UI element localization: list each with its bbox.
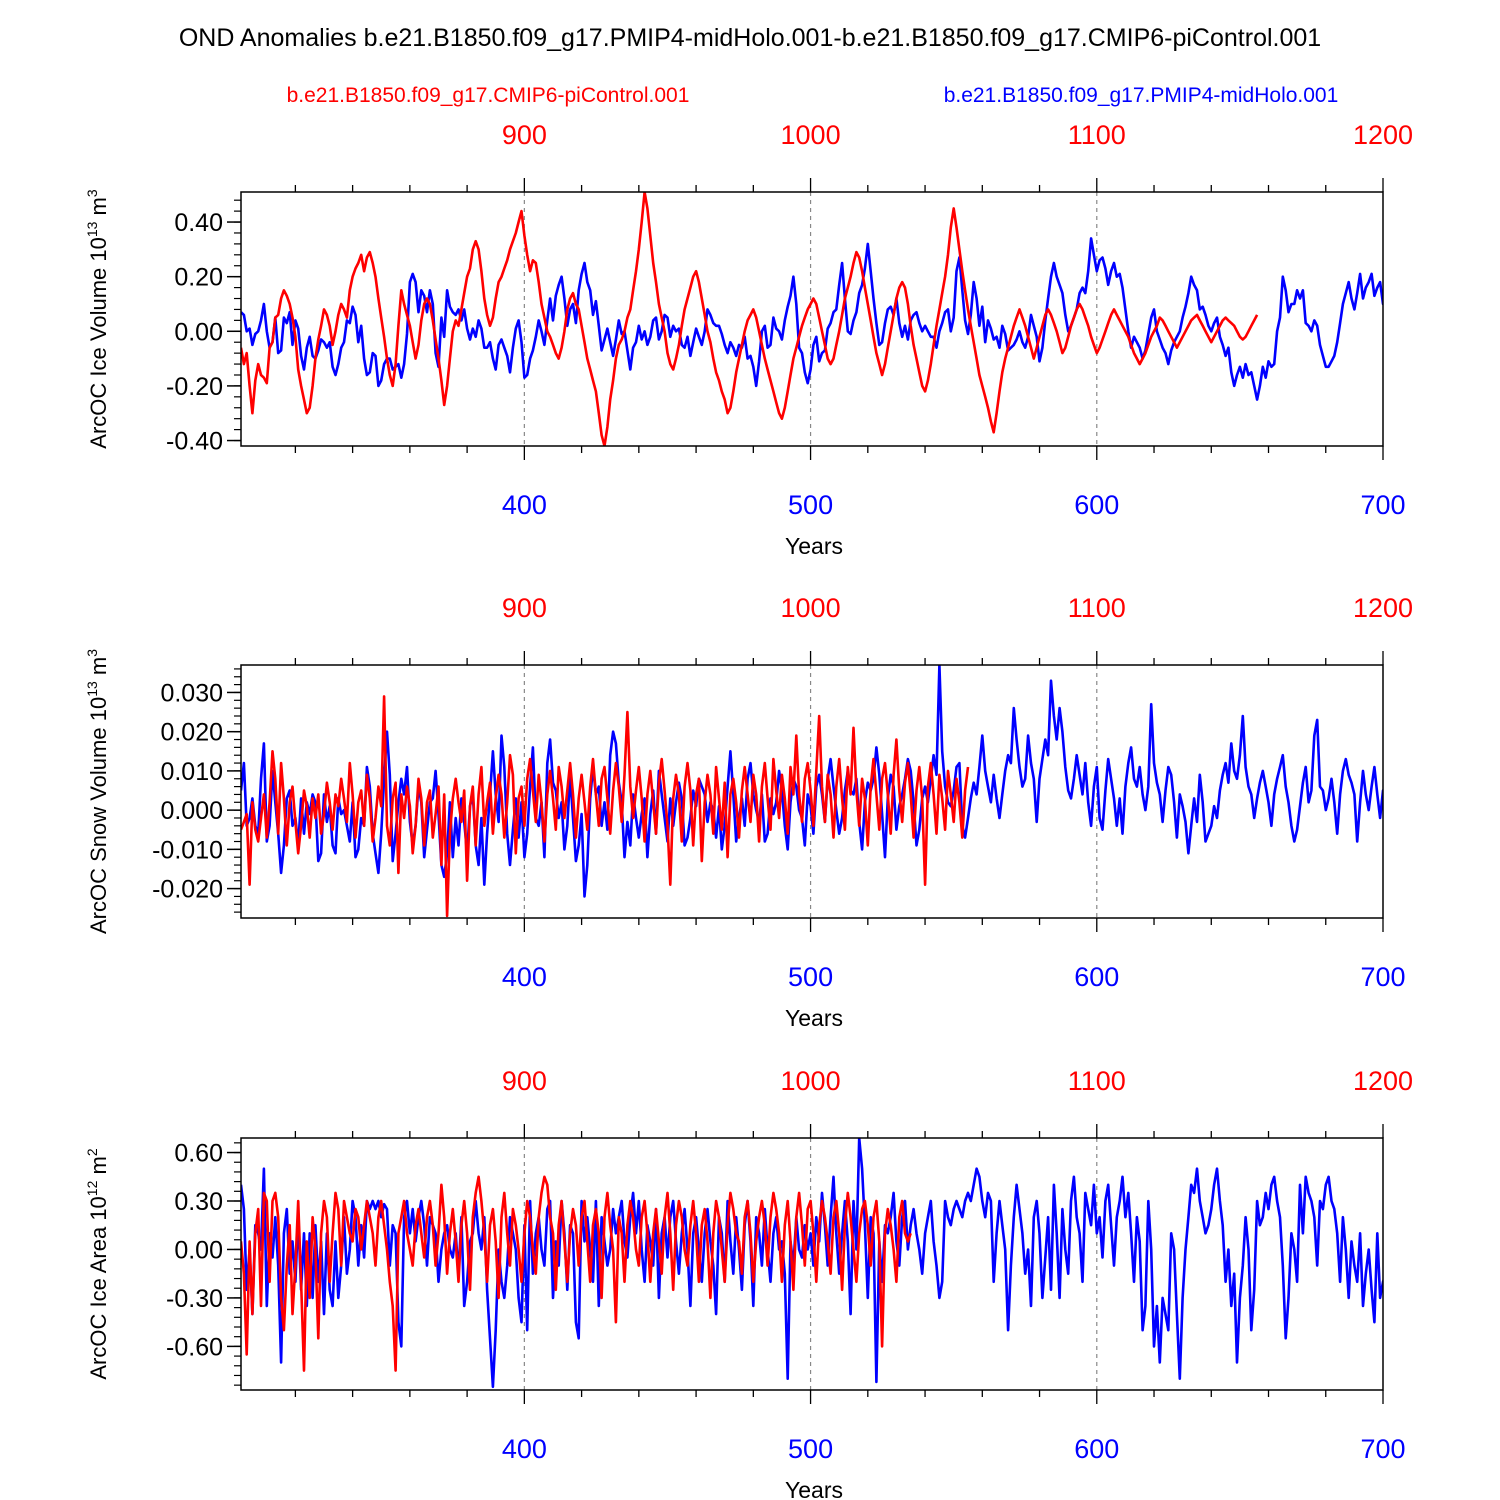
figure-title: OND Anomalies b.e21.B1850.f09_g17.PMIP4-…: [179, 24, 1321, 52]
x-bottom-tick-label: 500: [788, 490, 833, 520]
series-line-midholo: b.e21.B1850.f09_g17.PMIP4-midHolo.001: [241, 237, 1383, 401]
x-top-tick-label: 900: [502, 593, 547, 623]
x-bottom-tick-label: 500: [788, 1434, 833, 1464]
y-label-superscript: 3: [84, 189, 100, 197]
series-line-picontrol: b.e21.B1850.f09_g17.CMIP6-piControl.001: [241, 192, 1259, 446]
y-label-part: m: [86, 1156, 111, 1180]
y-tick-label: -0.020: [152, 876, 223, 904]
series-group: b.e21.B1850.f09_g17.PMIP4-midHolo.001b.e…: [241, 192, 1383, 446]
y-tick-label: -0.60: [166, 1333, 223, 1361]
legend-holo-label: b.e21.B1850.f09_g17.PMIP4-midHolo.001: [944, 84, 1339, 107]
panel-3: b.e21.B1850.f09_g17.PMIP4-midHolo.001b.e…: [84, 1066, 1413, 1500]
x-top-tick-label: 1100: [1068, 593, 1126, 623]
y-label-superscript: 13: [84, 221, 100, 237]
y-tick-label: 0.00: [174, 1236, 223, 1264]
y-tick-label: 0.60: [174, 1140, 223, 1168]
series-line-picontrol: b.e21.B1850.f09_g17.CMIP6-piControl.001: [241, 1175, 912, 1372]
series-line-midholo: b.e21.B1850.f09_g17.PMIP4-midHolo.001: [241, 1138, 1383, 1389]
y-label-superscript: 13: [84, 681, 100, 697]
y-tick-label: 0.000: [160, 797, 223, 825]
x-bottom-tick-label: 600: [1074, 962, 1119, 992]
y-label-superscript: 2: [84, 1148, 100, 1156]
x-top-tick-label: 900: [502, 120, 547, 150]
y-label-superscript: 3: [84, 649, 100, 657]
panels-group: b.e21.B1850.f09_g17.PMIP4-midHolo.001b.e…: [84, 120, 1413, 1500]
x-top-tick-label: 1000: [781, 593, 841, 623]
x-bottom-tick-label: 500: [788, 962, 833, 992]
series-group: b.e21.B1850.f09_g17.PMIP4-midHolo.001b.e…: [241, 665, 1383, 918]
x-bottom-tick-label: 400: [502, 490, 547, 520]
y-label-superscript: 12: [84, 1180, 100, 1196]
x-axis-label: Years: [785, 1005, 843, 1031]
y-tick-label: -0.40: [166, 428, 223, 456]
series-line-picontrol: b.e21.B1850.f09_g17.CMIP6-piControl.001: [241, 695, 970, 918]
plot-frame: [240, 1137, 1384, 1391]
y-tick-label: 0.40: [174, 209, 223, 237]
x-top-tick-label: 900: [502, 1066, 547, 1096]
y-axis-label: ArcOC Snow Volume 1013 m3: [84, 649, 111, 934]
x-bottom-tick-label: 700: [1360, 962, 1405, 992]
y-label-part: ArcOC Ice Volume 10: [86, 237, 111, 449]
legend-control-label: b.e21.B1850.f09_g17.CMIP6-piControl.001: [287, 84, 690, 107]
y-label-part: m: [86, 197, 111, 221]
y-tick-label: -0.010: [152, 836, 223, 864]
x-bottom-tick-label: 400: [502, 962, 547, 992]
series-group: b.e21.B1850.f09_g17.PMIP4-midHolo.001b.e…: [241, 1138, 1383, 1389]
y-label-part: m: [86, 657, 111, 681]
y-label-part: ArcOC Snow Volume 10: [86, 697, 111, 934]
y-label-part: ArcOC Ice Area 10: [86, 1196, 111, 1379]
x-top-tick-label: 1100: [1068, 1066, 1126, 1096]
x-top-tick-label: 1000: [781, 1066, 841, 1096]
y-tick-label: 0.020: [160, 719, 223, 747]
y-axis-label: ArcOC Ice Area 1012 m2: [84, 1148, 111, 1379]
x-bottom-tick-label: 700: [1360, 1434, 1405, 1464]
panel-2: b.e21.B1850.f09_g17.PMIP4-midHolo.001b.e…: [84, 593, 1413, 1031]
x-bottom-tick-label: 700: [1360, 490, 1405, 520]
y-tick-label: -0.30: [166, 1285, 223, 1313]
x-top-tick-label: 1000: [781, 120, 841, 150]
y-tick-label: 0.20: [174, 264, 223, 292]
y-tick-label: 0.00: [174, 318, 223, 346]
y-axis-label: ArcOC Ice Volume 1013 m3: [84, 189, 111, 449]
x-axis-label: Years: [785, 533, 843, 559]
x-top-tick-label: 1200: [1353, 1066, 1413, 1096]
panel-1: b.e21.B1850.f09_g17.PMIP4-midHolo.001b.e…: [84, 120, 1413, 559]
x-top-tick-label: 1200: [1353, 593, 1413, 623]
y-tick-label: 0.030: [160, 679, 223, 707]
x-bottom-tick-label: 600: [1074, 490, 1119, 520]
series-line-midholo: b.e21.B1850.f09_g17.PMIP4-midHolo.001: [241, 665, 1383, 898]
x-axis-label: Years: [785, 1477, 843, 1500]
y-tick-label: -0.20: [166, 373, 223, 401]
x-bottom-tick-label: 400: [502, 1434, 547, 1464]
y-tick-label: 0.30: [174, 1188, 223, 1216]
plot-frame: [240, 664, 1384, 919]
y-tick-label: 0.010: [160, 758, 223, 786]
plot-frame: [240, 191, 1384, 447]
x-bottom-tick-label: 600: [1074, 1434, 1119, 1464]
x-top-tick-label: 1100: [1068, 120, 1126, 150]
x-top-tick-label: 1200: [1353, 120, 1413, 150]
